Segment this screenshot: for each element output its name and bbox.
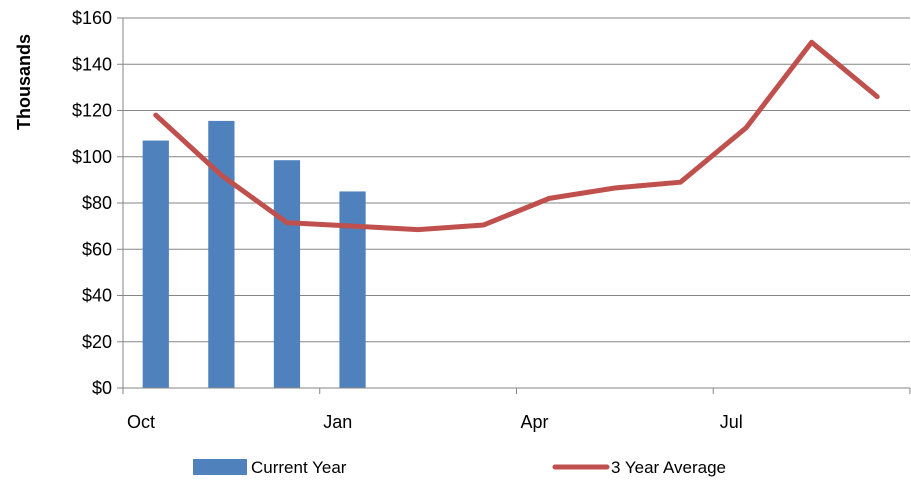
bar — [142, 140, 169, 388]
legend-swatch-current-year — [193, 459, 247, 475]
y-tick-label: $120 — [72, 101, 112, 121]
y-axis-title: Thousands — [14, 34, 34, 130]
x-tick-label: Apr — [520, 412, 548, 432]
line-series-3-year-average — [153, 39, 880, 233]
legend: Current Year 3 Year Average — [193, 458, 726, 477]
bar — [208, 120, 235, 388]
y-tick-label: $60 — [82, 239, 112, 259]
y-tick-label: $100 — [72, 147, 112, 167]
x-tick-label: Jul — [720, 412, 743, 432]
y-tick-label: $40 — [82, 286, 112, 306]
y-tick-label: $160 — [72, 8, 112, 28]
y-tick-label: $0 — [92, 378, 112, 398]
gridlines — [123, 17, 910, 343]
bar — [273, 160, 301, 388]
x-tick-label: Oct — [127, 412, 155, 432]
y-tick-label: $80 — [82, 193, 112, 213]
y-tick-label: $20 — [82, 332, 112, 352]
x-tick-label: Jan — [323, 412, 352, 432]
y-tick-label: $140 — [72, 54, 112, 74]
tick-labels: $0 $20 $40 $60 $80 $100 $120 $140 $160 Oct Jan Apr J… — [72, 8, 743, 432]
legend-label-current-year: Current Year — [251, 458, 347, 477]
axes — [117, 17, 911, 394]
legend-label-3-year-average: 3 Year Average — [611, 458, 726, 477]
series-line — [153, 39, 880, 233]
bar — [339, 191, 366, 388]
bar-series-current-year — [142, 120, 366, 388]
